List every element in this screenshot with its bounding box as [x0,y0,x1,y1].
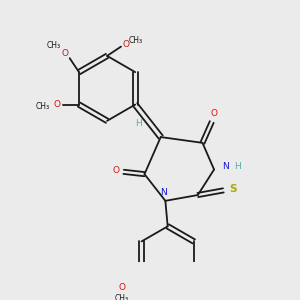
Text: H: H [234,161,241,170]
Text: N: N [160,188,167,197]
Text: CH₃: CH₃ [115,294,129,300]
Text: CH₃: CH₃ [46,41,61,50]
Text: O: O [118,283,125,292]
Text: O: O [61,49,69,58]
Text: S: S [229,184,236,194]
Text: O: O [122,40,129,49]
Text: N: N [222,161,229,170]
Text: CH₃: CH₃ [129,36,143,45]
Text: CH₃: CH₃ [36,102,50,111]
Text: H: H [135,118,142,127]
Text: O: O [211,110,218,118]
Text: O: O [53,100,60,109]
Text: O: O [112,166,119,175]
